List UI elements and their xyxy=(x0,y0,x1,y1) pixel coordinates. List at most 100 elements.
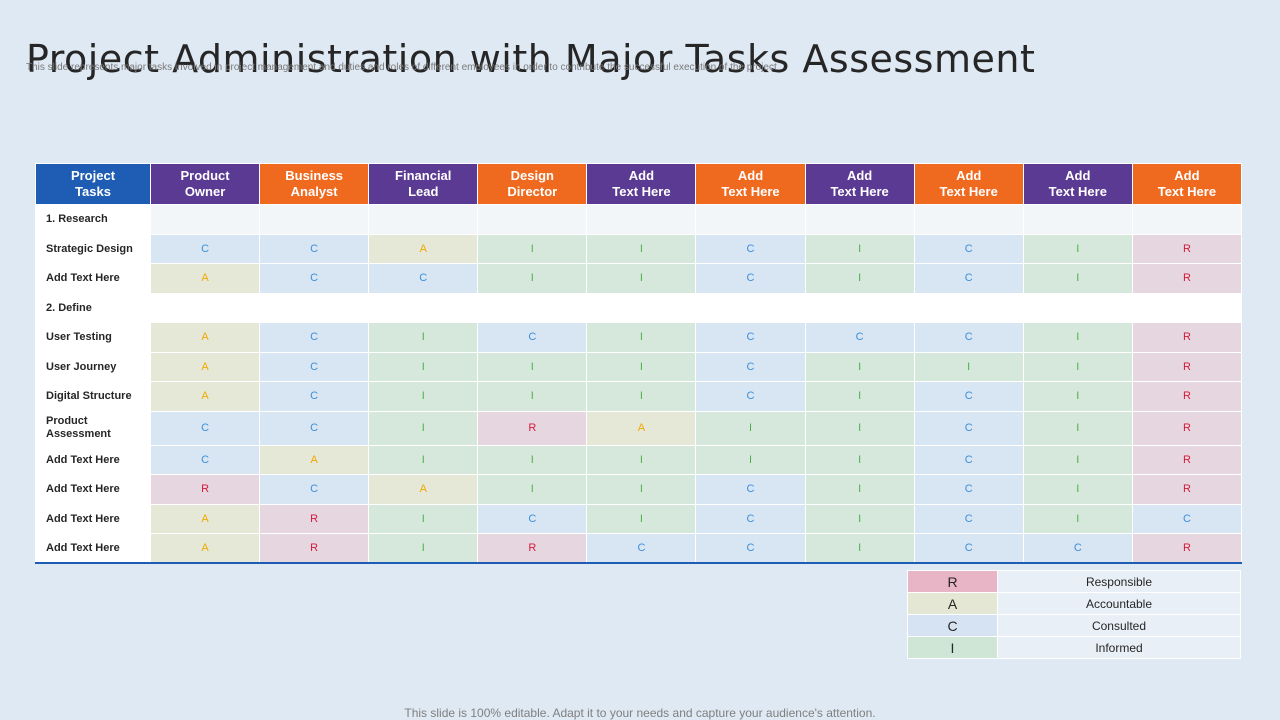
table-row: Add Text Here A C C I I C I C I R xyxy=(35,263,1243,294)
header-role-8: Add Text Here xyxy=(913,163,1024,205)
raci-cell: I xyxy=(1022,474,1133,505)
raci-cell: R xyxy=(1131,533,1243,564)
raci-matrix-table: Project Tasks Product Owner Business Analyst F… xyxy=(35,163,1243,564)
legend-code: R xyxy=(907,570,998,593)
raci-cell: C xyxy=(259,410,370,446)
raci-cell: R xyxy=(259,533,370,564)
table-row: Add Text Here R C A I I C I C I R xyxy=(35,474,1243,505)
header-row: Project Tasks Product Owner Business Analyst F… xyxy=(35,163,1243,205)
empty-cell xyxy=(477,204,588,235)
header-line-2: Text Here xyxy=(1048,184,1107,199)
header-role-6: Add Text Here xyxy=(695,163,806,205)
raci-cell: C xyxy=(259,351,370,382)
header-line-1: Add xyxy=(956,168,982,183)
raci-cell: C xyxy=(477,322,588,353)
raci-cell: C xyxy=(695,381,806,412)
raci-cell: I xyxy=(1022,381,1133,412)
empty-cell xyxy=(586,292,697,323)
header-line-2: Director xyxy=(507,184,558,199)
task-label: Strategic Design xyxy=(35,233,151,264)
empty-cell xyxy=(149,292,261,323)
raci-cell: R xyxy=(1131,322,1243,353)
raci-cell: I xyxy=(477,444,588,475)
raci-cell: A xyxy=(149,533,261,564)
header-line-2: Text Here xyxy=(721,184,780,199)
empty-cell xyxy=(913,204,1024,235)
page-title: Project Administration with Major Tasks … xyxy=(26,37,1036,82)
raci-cell: C xyxy=(477,503,588,534)
raci-cell: C xyxy=(259,381,370,412)
table-row: Product Assessment C C I R A I I C I R xyxy=(35,410,1243,446)
raci-cell: R xyxy=(1131,381,1243,412)
task-label: Add Text Here xyxy=(35,503,151,534)
raci-cell: I xyxy=(913,351,1024,382)
raci-cell: C xyxy=(1022,533,1133,564)
raci-cell: C xyxy=(695,233,806,264)
footer-note: This slide is 100% editable. Adapt it to… xyxy=(404,706,876,720)
raci-cell: C xyxy=(149,410,261,446)
raci-legend: R Responsible A Accountable C Consulted I Infor… xyxy=(907,570,1241,659)
header-line-1: Add xyxy=(737,168,764,183)
raci-cell: I xyxy=(695,444,806,475)
raci-cell: C xyxy=(149,444,261,475)
legend-code: A xyxy=(907,592,998,615)
header-role-10: Add Text Here xyxy=(1131,163,1243,205)
raci-cell: I xyxy=(368,503,479,534)
raci-cell: C xyxy=(695,263,806,294)
raci-cell: I xyxy=(586,233,697,264)
raci-cell: C xyxy=(695,503,806,534)
header-line-2: Text Here xyxy=(830,184,889,199)
legend-label: Accountable xyxy=(997,592,1241,615)
raci-cell: I xyxy=(368,533,479,564)
header-line-2: Text Here xyxy=(612,184,671,199)
raci-cell: I xyxy=(804,474,915,505)
header-line-1: Business xyxy=(285,168,344,183)
raci-cell: C xyxy=(913,474,1024,505)
raci-cell: R xyxy=(149,474,261,505)
table-row: Add Text Here A R I R C C I C C R xyxy=(35,533,1243,564)
raci-cell: I xyxy=(586,381,697,412)
task-label: Digital Structure xyxy=(35,381,151,412)
header-line-1: Project xyxy=(70,168,116,183)
page-subtitle: This slide represents major tasks involv… xyxy=(26,62,777,73)
header-line-1: Add xyxy=(1174,168,1200,183)
empty-cell xyxy=(368,204,479,235)
empty-cell xyxy=(586,204,697,235)
raci-cell: A xyxy=(149,322,261,353)
header-line-1: Add xyxy=(628,168,655,183)
raci-cell: C xyxy=(695,322,806,353)
raci-cell: A xyxy=(149,381,261,412)
raci-cell: I xyxy=(477,263,588,294)
legend-code: I xyxy=(907,636,998,659)
task-label: Add Text Here xyxy=(35,474,151,505)
raci-cell: C xyxy=(695,351,806,382)
empty-cell xyxy=(149,204,261,235)
raci-cell: I xyxy=(477,351,588,382)
raci-cell: C xyxy=(1131,503,1243,534)
raci-cell: I xyxy=(368,410,479,446)
header-role-2: Business Analyst xyxy=(259,163,370,205)
table-row: Digital Structure A C I I I C I C I R xyxy=(35,381,1243,412)
legend-label: Informed xyxy=(997,636,1241,659)
raci-cell: I xyxy=(804,233,915,264)
raci-cell: C xyxy=(586,533,697,564)
raci-cell: R xyxy=(1131,410,1243,446)
raci-cell: C xyxy=(913,322,1024,353)
raci-cell: I xyxy=(804,533,915,564)
empty-cell xyxy=(1131,292,1243,323)
raci-cell: I xyxy=(1022,233,1133,264)
raci-cell: C xyxy=(913,503,1024,534)
header-line-1: Product xyxy=(180,168,230,183)
legend-code: C xyxy=(907,614,998,637)
raci-cell: R xyxy=(1131,233,1243,264)
legend-row: R Responsible xyxy=(907,570,1241,593)
raci-cell: C xyxy=(913,263,1024,294)
raci-cell: A xyxy=(368,474,479,505)
raci-cell: I xyxy=(586,444,697,475)
header-line-1: Design xyxy=(510,168,554,183)
raci-cell: I xyxy=(804,263,915,294)
raci-cell: I xyxy=(586,351,697,382)
raci-cell: A xyxy=(259,444,370,475)
raci-cell: C xyxy=(913,410,1024,446)
raci-cell: R xyxy=(1131,444,1243,475)
